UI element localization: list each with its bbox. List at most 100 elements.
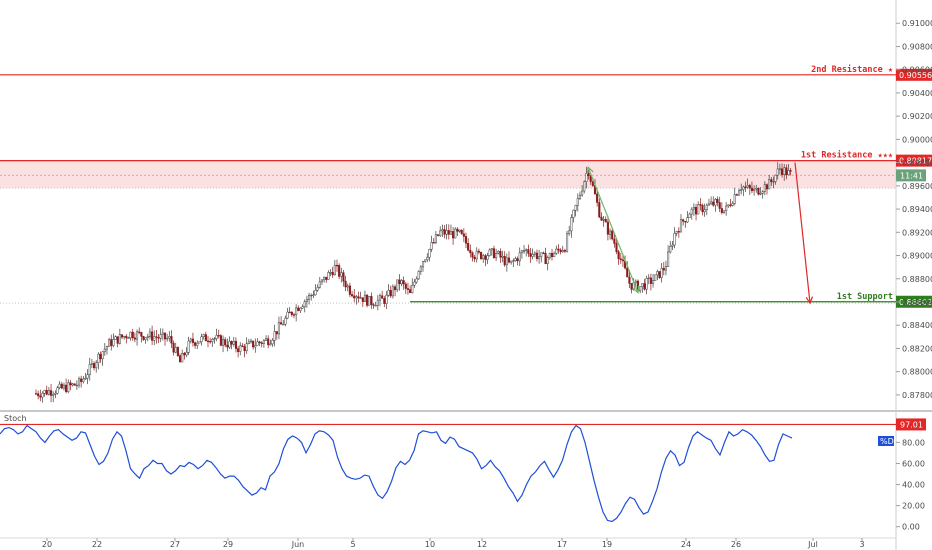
- candle-body: [679, 219, 683, 233]
- candle-body: [234, 340, 237, 349]
- candle-body: [684, 221, 687, 223]
- candle-body: [88, 363, 91, 375]
- candle-body: [641, 283, 644, 287]
- candle-body: [527, 249, 530, 254]
- candle-body: [409, 289, 412, 294]
- resistance-zone-band: [0, 160, 896, 189]
- candle-body: [333, 264, 336, 276]
- candle-body: [54, 392, 57, 395]
- candle-body: [355, 296, 358, 299]
- candle-body: [396, 279, 399, 291]
- candle-body: [707, 203, 711, 206]
- candle-body: [669, 246, 672, 253]
- candle-body: [434, 234, 437, 243]
- candle-body: [714, 199, 717, 206]
- candle-body: [329, 272, 332, 274]
- candle-body: [578, 194, 582, 199]
- candle-body: [411, 284, 414, 294]
- candle-body: [308, 294, 311, 300]
- candle-body: [492, 248, 495, 259]
- candle-body: [445, 230, 448, 235]
- y-tick-label: 0.87800: [902, 391, 932, 400]
- candle-body: [127, 337, 130, 339]
- y-tick-label: 0.88400: [902, 321, 932, 330]
- y-tick-label: 0.90200: [902, 112, 932, 121]
- candle-body: [725, 205, 728, 212]
- candle-body: [95, 362, 98, 369]
- candle-body: [374, 305, 377, 307]
- candle-body: [335, 264, 339, 267]
- y-tick-label: 0.88600: [902, 298, 932, 307]
- candle-body: [589, 175, 592, 182]
- x-tick-label: 24: [681, 540, 691, 549]
- candle-body: [581, 190, 584, 196]
- candle-body: [768, 179, 771, 190]
- x-tick-label: 29: [223, 540, 233, 549]
- candle-body: [722, 210, 726, 213]
- candle-body: [148, 331, 151, 337]
- candle-body: [609, 230, 612, 235]
- y-tick-label: 0.88200: [902, 344, 932, 353]
- arrow-shaft: [587, 167, 639, 293]
- candle-body: [753, 188, 756, 192]
- stoch-y-tick-label: 40.00: [902, 481, 925, 490]
- candle-body: [110, 339, 113, 346]
- candle-body: [224, 339, 227, 346]
- candle-body: [512, 260, 515, 262]
- x-tick-label: 22: [92, 540, 102, 549]
- candle-body: [120, 334, 124, 338]
- candle-body: [71, 383, 74, 386]
- candle-body: [458, 229, 461, 232]
- candle-body: [770, 179, 773, 183]
- candle-body: [383, 298, 386, 304]
- candle-body: [344, 280, 347, 288]
- candle-body: [439, 230, 442, 236]
- candle-body: [368, 296, 371, 306]
- candle-body: [591, 181, 594, 186]
- candle-body: [518, 252, 521, 262]
- candle-body: [316, 287, 319, 291]
- y-tick-label: 0.91000: [902, 19, 932, 28]
- candle-body: [62, 384, 66, 389]
- candle-body: [613, 238, 616, 244]
- y-tick-label: 0.88800: [902, 275, 932, 284]
- candle-body: [529, 253, 532, 257]
- candle-body: [514, 258, 517, 261]
- candle-body: [353, 295, 356, 299]
- candle-body: [310, 294, 313, 297]
- candle-body: [716, 199, 719, 203]
- candle-body: [86, 374, 89, 379]
- candle-body: [103, 348, 106, 353]
- candle-body: [52, 394, 55, 396]
- candle-body: [671, 244, 674, 247]
- candle-body: [746, 185, 749, 188]
- level-label: 1st Resistance ★★★: [801, 150, 893, 161]
- candle-body: [299, 307, 302, 311]
- stoch-y-tick-label: 20.00: [902, 502, 925, 511]
- candle-body: [187, 340, 190, 353]
- indicator-badge: [878, 436, 894, 446]
- candle-body: [275, 331, 278, 335]
- candle-body: [146, 336, 149, 338]
- candle-body: [572, 210, 575, 218]
- candle-body: [301, 306, 304, 309]
- candle-body: [262, 340, 265, 344]
- x-tick-label: 3: [859, 540, 864, 549]
- axes: 0.87800 0.88000 0.88200 0.88400 0.88600 0.888…: [42, 19, 932, 549]
- candle-body: [787, 170, 790, 175]
- candle-body: [217, 335, 220, 337]
- candle-body: [475, 250, 478, 260]
- candle-body: [781, 168, 784, 175]
- candle-body: [570, 217, 573, 232]
- candle-body: [237, 348, 240, 352]
- candle-body: [765, 184, 769, 190]
- candle-body: [144, 337, 147, 340]
- candle-body: [363, 294, 366, 302]
- stoch-d-line: [0, 424, 793, 523]
- candle-body: [342, 272, 345, 282]
- candle-body: [733, 194, 736, 204]
- candle-body: [118, 334, 121, 344]
- candle-body: [727, 204, 730, 207]
